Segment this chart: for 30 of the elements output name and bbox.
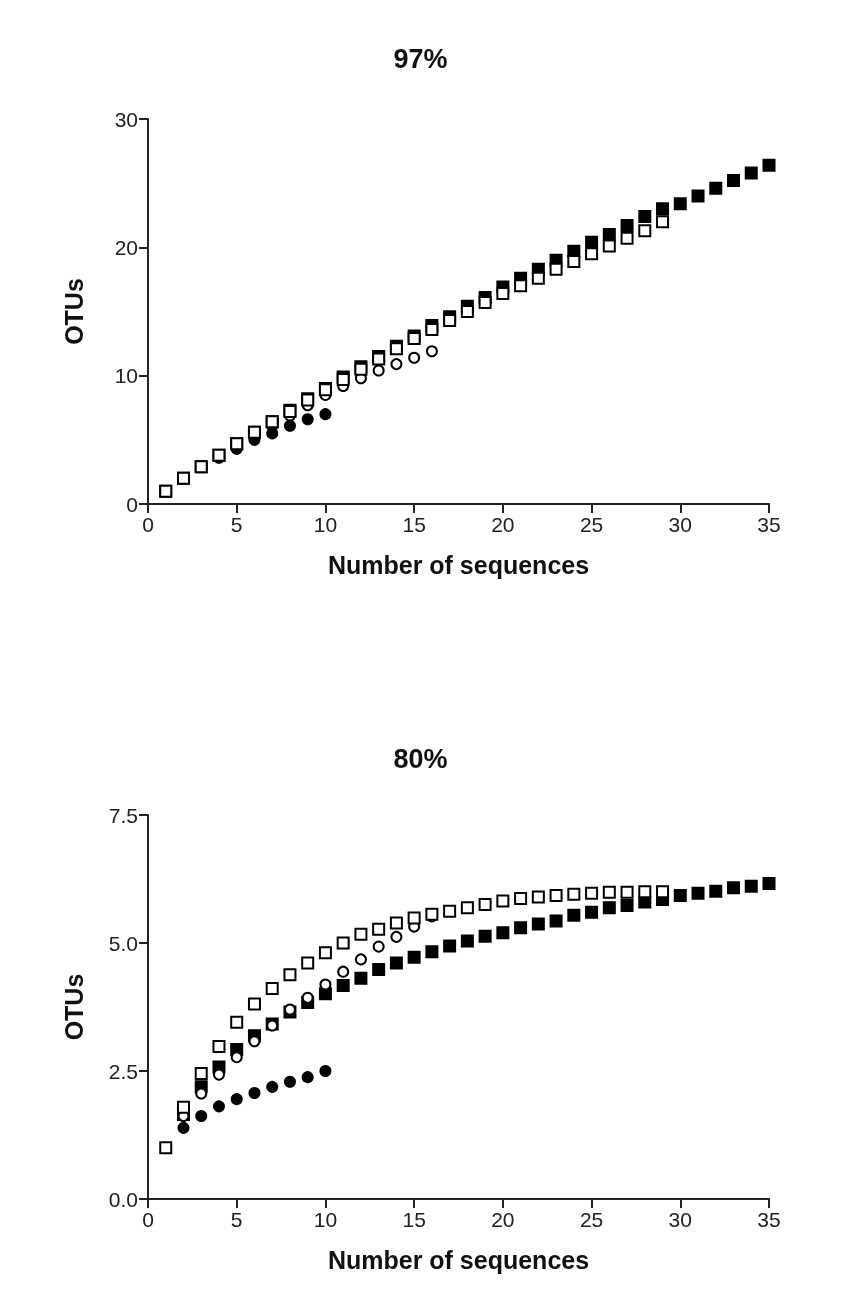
x-axis-title: Number of sequences	[327, 1245, 590, 1274]
x-axis-title: Number of sequences	[327, 550, 590, 579]
y-tick-label: 0	[126, 492, 138, 516]
x-tick-label: 15	[402, 1208, 426, 1231]
y-tick-label: 2.5	[108, 1059, 138, 1083]
x-tick-label: 5	[230, 1208, 243, 1231]
x-tick-label: 15	[402, 513, 426, 536]
y-tick-label: 5.0	[108, 931, 138, 955]
x-tick-label: 25	[579, 513, 604, 536]
y-axis-title: OTUs	[59, 973, 88, 1041]
x-tick-label: 30	[668, 513, 692, 536]
y-tick-label: 30	[114, 107, 138, 131]
x-tick-label: 5	[230, 513, 243, 536]
y-tick-label: 10	[114, 364, 138, 388]
x-tick-label: 35	[757, 513, 781, 536]
x-tick-label: 0	[142, 513, 154, 536]
chart-title: 97%	[393, 43, 448, 74]
x-tick-label: 35	[757, 1208, 781, 1231]
x-tick-label: 10	[313, 1208, 338, 1231]
chart-title: 80%	[393, 743, 448, 774]
y-axis-title: OTUs	[59, 278, 88, 345]
x-tick-label: 30	[668, 1208, 692, 1231]
x-tick-label: 20	[491, 1208, 515, 1231]
y-tick-label: 7.5	[108, 803, 138, 827]
x-tick-label: 10	[313, 513, 338, 536]
y-tick-label: 20	[114, 235, 138, 259]
x-tick-label: 0	[142, 1208, 154, 1231]
y-tick-label: 0.0	[108, 1187, 138, 1211]
x-tick-label: 25	[579, 1208, 604, 1231]
x-tick-label: 20	[491, 513, 515, 536]
